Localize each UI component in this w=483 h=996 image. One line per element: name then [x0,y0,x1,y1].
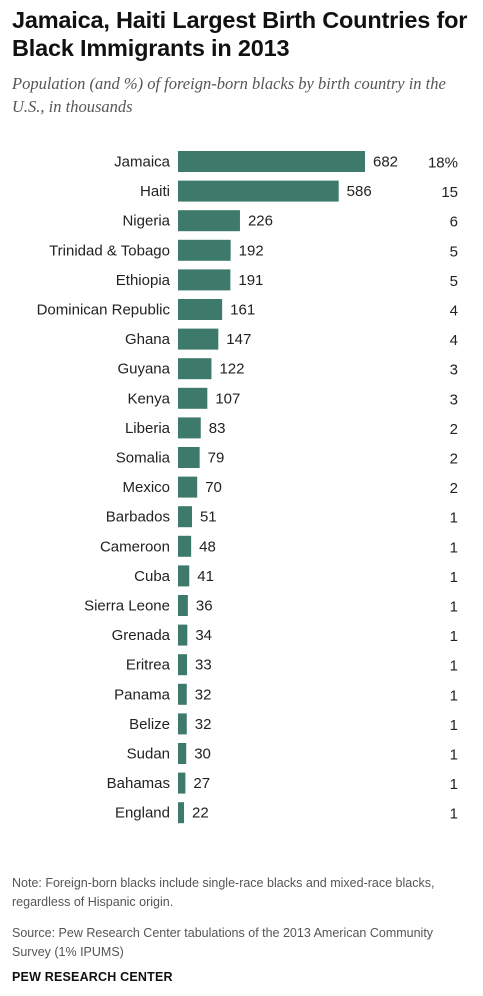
percent-label: 1 [450,717,458,734]
category-label: Guyana [117,361,170,378]
category-label: Kenya [127,390,170,407]
value-label: 70 [205,479,222,496]
percent-label: 2 [450,480,458,497]
value-label: 34 [195,627,212,644]
value-label: 30 [194,746,211,763]
bar [178,624,188,646]
bar [178,772,186,794]
value-label: 33 [195,657,212,674]
value-label: 32 [195,716,212,733]
percent-label: 4 [450,303,458,320]
bar [178,743,187,764]
category-label: Ethiopia [116,272,171,289]
value-label: 226 [248,213,273,230]
bar [178,476,198,498]
percent-label: 1 [450,510,458,527]
percent-label: 2 [450,451,458,468]
bar [178,269,231,291]
category-label: Mexico [122,479,170,496]
category-label: Dominican Republic [37,302,171,319]
bar [178,151,365,172]
category-label: Nigeria [122,213,170,230]
bar [178,506,192,528]
value-label: 32 [195,686,212,703]
percent-label: 4 [450,332,458,349]
bar [178,447,200,468]
percent-label: 15 [441,184,458,201]
value-label: 51 [200,509,217,526]
percent-label: 1 [450,628,458,645]
value-label: 192 [239,242,264,259]
percent-label: 1 [450,569,458,586]
bar [178,654,188,676]
category-label: Sierra Leone [84,598,170,615]
category-label: Trinidad & Tobago [49,242,170,259]
percent-label: 1 [450,658,458,675]
percent-label: 1 [450,599,458,616]
bar [178,239,231,261]
percent-label: 5 [450,273,458,290]
category-label: Grenada [112,627,171,644]
bar [178,387,208,409]
chart-subtitle: Population (and %) of foreign-born black… [12,74,446,116]
value-label: 682 [373,154,398,171]
chart-source: Source: Pew Research Center tabulations … [12,926,434,959]
chart-title: Jamaica, Haiti Largest Birth Countries f… [12,7,468,61]
value-label: 83 [209,420,226,437]
value-label: 191 [238,272,263,289]
category-label: Barbados [106,509,170,526]
percent-label: 18% [428,155,458,172]
percent-label: 1 [450,776,458,793]
value-label: 79 [208,450,225,467]
value-label: 36 [196,598,213,615]
bar [178,683,187,705]
percent-label: 3 [450,362,458,379]
category-label: Haiti [140,183,170,200]
percent-label: 1 [450,806,458,823]
bar [178,802,185,824]
bar [178,417,201,439]
bar [178,595,188,616]
category-label: Eritrea [126,657,171,674]
percent-label: 1 [450,687,458,704]
bar [178,299,223,320]
category-label: Jamaica [114,154,171,171]
category-label: Liberia [125,420,171,437]
bar [178,358,212,380]
value-label: 41 [197,568,214,585]
bar [178,180,339,202]
value-label: 586 [347,183,372,200]
category-label: Sudan [127,746,170,763]
bar [178,713,187,735]
percent-label: 1 [450,539,458,556]
category-label: Ghana [125,331,171,348]
category-label: Cameroon [100,538,170,555]
value-label: 22 [192,805,209,822]
percent-label: 5 [450,243,458,260]
percent-label: 6 [450,214,458,231]
category-label: Bahamas [107,775,170,792]
value-label: 147 [226,331,251,348]
category-label: England [115,805,170,822]
category-label: Belize [129,716,170,733]
brand-logo-text: PEW RESEARCH CENTER [12,970,173,984]
chart-note: Note: Foreign-born blacks include single… [12,876,435,909]
bar [178,210,240,232]
percent-label: 3 [450,391,458,408]
bar [178,535,192,557]
value-label: 122 [219,361,244,378]
category-label: Cuba [134,568,171,585]
category-label: Panama [114,686,171,703]
value-label: 48 [199,538,216,555]
percent-label: 2 [450,421,458,438]
category-label: Somalia [116,450,171,467]
bar [178,565,190,587]
bar [178,328,219,350]
value-label: 27 [193,775,210,792]
percent-label: 1 [450,747,458,764]
value-label: 107 [215,390,240,407]
value-label: 161 [230,302,255,319]
